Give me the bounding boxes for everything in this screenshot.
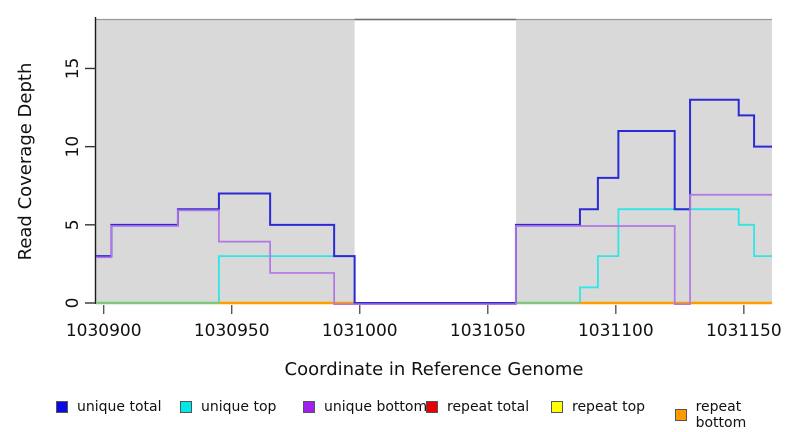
y-tick-label: 5 [63, 219, 83, 230]
x-tick-label: 1031100 [578, 321, 654, 341]
legend-swatch-repeat-total [426, 401, 438, 413]
legend-item-unique-bottom: unique bottom [303, 399, 427, 415]
legend-label: repeat total [447, 399, 530, 415]
legend-swatch-unique-total [56, 401, 68, 413]
x-axis-label: Coordinate in Reference Genome [284, 359, 584, 380]
legend-item-repeat-top: repeat top [551, 399, 645, 415]
x-tick-label: 1031000 [322, 321, 398, 341]
legend-swatch-unique-top [180, 401, 192, 413]
legend-label: unique total [77, 399, 162, 415]
legend-item-repeat-bottom: repeat bottom [675, 399, 792, 431]
x-tick-label: 1031050 [450, 321, 526, 341]
legend-swatch-unique-bottom [303, 401, 315, 413]
legend-item-unique-total: unique total [56, 399, 161, 415]
shaded-region [96, 20, 355, 303]
legend-swatch-repeat-top [551, 401, 563, 413]
y-tick-label: 15 [63, 58, 83, 80]
y-tick-label: 0 [63, 298, 83, 309]
shaded-region [515, 20, 772, 303]
x-tick-label: 1030900 [66, 321, 142, 341]
series-line-unique-total [96, 98, 772, 304]
series-line-unique-top [96, 208, 772, 304]
coverage-plot-svg: 0 5 10 15 Read Coverage Depth 1030900 1030950 1… [15, 17, 782, 341]
legend-label: unique bottom [324, 399, 428, 415]
series-line-unique-bottom [96, 193, 772, 306]
legend-item-unique-top: unique top [180, 399, 276, 415]
legend-label: repeat bottom [695, 399, 747, 431]
x-tick-label: 1030950 [194, 321, 270, 341]
y-tick-label: 10 [63, 136, 83, 158]
legend-swatch-repeat-bottom [675, 409, 687, 421]
x-tick-label: 1031150 [706, 321, 782, 341]
y-axis-label: Read Coverage Depth [15, 63, 36, 261]
chart-legend: unique total unique top unique bottom re… [0, 399, 792, 431]
legend-item-repeat-total: repeat total [426, 399, 529, 415]
legend-label: unique top [201, 399, 277, 415]
legend-label: repeat top [572, 399, 646, 415]
